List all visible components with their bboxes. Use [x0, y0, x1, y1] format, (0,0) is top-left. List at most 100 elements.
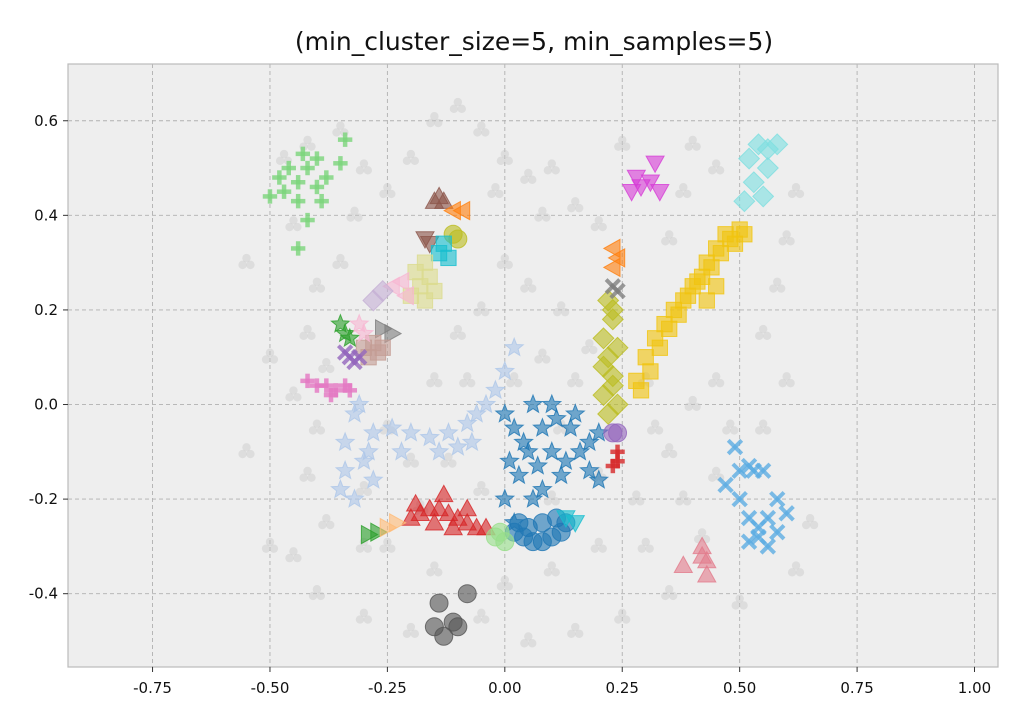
- series-25: [375, 318, 403, 344]
- data-point: [759, 538, 777, 555]
- noise-point: [731, 594, 748, 610]
- noise-point: [473, 121, 490, 137]
- noise-point: [285, 216, 302, 232]
- series-17: [424, 186, 454, 209]
- noise-point: [543, 159, 560, 175]
- data-point: [333, 156, 348, 171]
- data-point: [362, 469, 384, 489]
- noise-point: [496, 575, 513, 591]
- data-point: [433, 484, 454, 503]
- noise-point: [647, 419, 664, 435]
- series-24: [362, 279, 394, 312]
- data-point: [457, 512, 478, 531]
- data-point: [499, 450, 520, 471]
- noise-point: [459, 372, 476, 388]
- series-12: [717, 438, 795, 555]
- noise-point: [567, 622, 584, 638]
- data-point: [351, 349, 368, 366]
- data-point: [689, 273, 706, 290]
- data-point: [434, 626, 454, 646]
- data-point: [396, 285, 414, 306]
- noise-point: [285, 386, 302, 402]
- data-point: [601, 374, 624, 397]
- noise-point: [675, 490, 692, 506]
- noise-point: [473, 301, 490, 317]
- noise-point: [637, 537, 654, 553]
- noise-point: [708, 372, 725, 388]
- noise-point: [426, 561, 443, 577]
- series-31: [602, 238, 626, 278]
- noise-point: [708, 159, 725, 175]
- series-30: [300, 373, 358, 403]
- series-23: [382, 271, 414, 306]
- chart-title: (min_cluster_size=5, min_samples=5): [295, 27, 773, 56]
- series-0: [238, 97, 819, 648]
- data-point: [429, 498, 449, 517]
- noise-point: [543, 561, 560, 577]
- x-tick-label: 0.25: [606, 679, 639, 697]
- y-tick-label: -0.2: [29, 490, 58, 508]
- data-point: [371, 279, 394, 303]
- data-point: [348, 393, 370, 414]
- noise-point: [473, 608, 490, 624]
- data-point: [336, 344, 354, 361]
- data-point: [433, 191, 454, 209]
- data-point: [626, 169, 647, 188]
- noise-point: [426, 112, 443, 128]
- data-point: [456, 412, 478, 433]
- noise-point: [402, 622, 419, 638]
- data-point: [503, 336, 525, 357]
- noise-point: [778, 230, 795, 246]
- data-point: [737, 147, 761, 170]
- series-18: [443, 200, 471, 221]
- data-point: [698, 292, 715, 309]
- noise-point: [426, 372, 443, 388]
- x-tick-label: 0.00: [488, 679, 521, 697]
- series-7: [485, 522, 515, 552]
- x-tick-label: 0.75: [840, 679, 873, 697]
- data-point: [579, 459, 600, 480]
- data-point: [632, 382, 650, 399]
- data-point: [778, 505, 795, 522]
- data-point: [708, 240, 725, 257]
- data-point: [513, 431, 534, 452]
- data-point: [621, 184, 642, 202]
- noise-point: [261, 537, 279, 553]
- data-point: [555, 450, 577, 471]
- noise-point: [614, 135, 631, 151]
- series-2: [330, 336, 525, 508]
- noise-point: [520, 632, 537, 648]
- noise-point: [487, 182, 504, 199]
- y-tick-label: 0.0: [34, 396, 58, 414]
- noise-point: [787, 561, 805, 577]
- data-point: [508, 464, 530, 485]
- noise-point: [379, 537, 396, 553]
- data-point: [344, 403, 365, 423]
- data-point: [532, 417, 553, 437]
- data-point: [300, 160, 315, 176]
- data-point: [440, 249, 457, 267]
- y-tick-label: 0.6: [34, 112, 58, 130]
- series-33: [603, 423, 628, 443]
- data-point: [424, 512, 445, 531]
- noise-point: [590, 216, 607, 232]
- noise-point: [590, 537, 607, 553]
- data-point: [348, 313, 370, 333]
- x-tick-label: 0.50: [723, 679, 756, 697]
- data-point: [353, 322, 375, 343]
- noise-point: [553, 301, 570, 317]
- data-point: [475, 393, 497, 414]
- noise-point: [346, 206, 363, 222]
- data-point: [314, 193, 329, 209]
- noise-point: [520, 277, 537, 293]
- noise-point: [238, 253, 255, 270]
- x-tick-label: 1.00: [958, 679, 991, 697]
- noise-point: [355, 608, 373, 624]
- noise-point: [755, 324, 772, 341]
- series-1: [494, 393, 610, 532]
- noise-point: [332, 253, 349, 270]
- data-point: [494, 403, 516, 423]
- data-point: [494, 360, 516, 381]
- data-point: [503, 417, 525, 437]
- x-tick-label: -0.50: [251, 679, 290, 697]
